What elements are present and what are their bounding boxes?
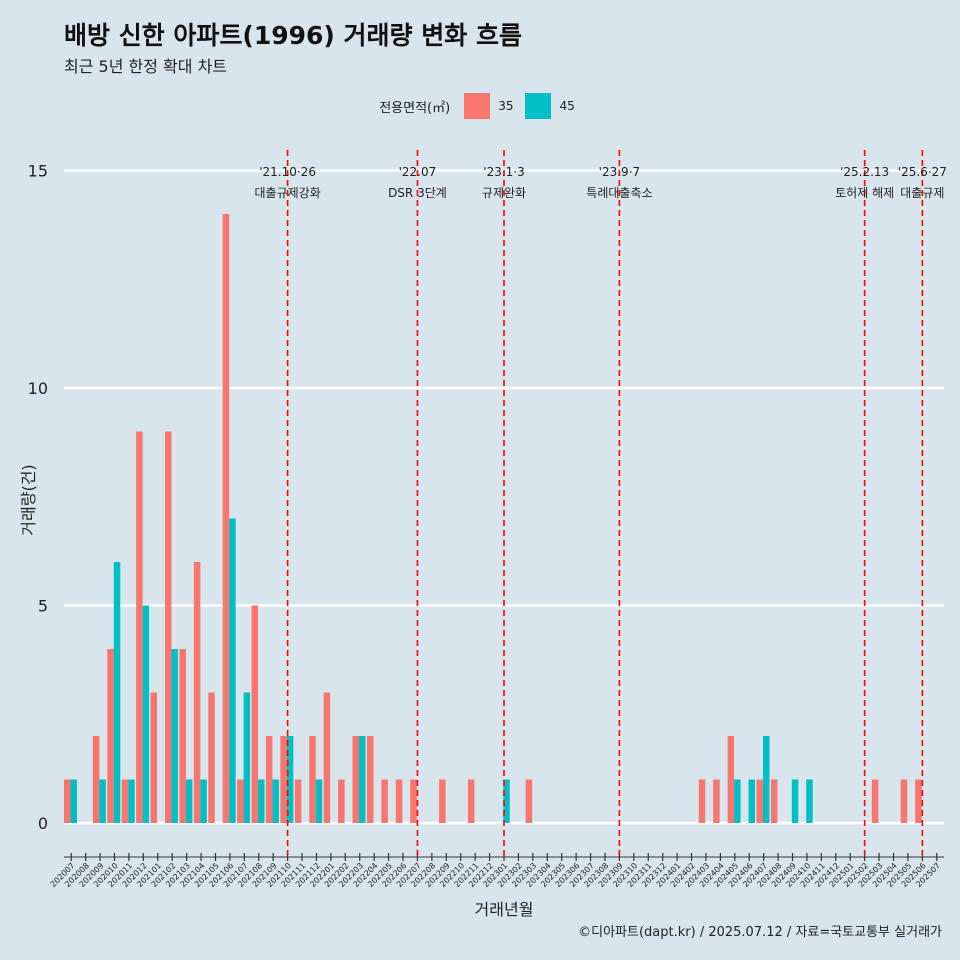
bar-45-202009: [99, 779, 106, 823]
event-date-202301: '23.1·3: [483, 165, 524, 179]
bar-35-202209: [439, 779, 446, 823]
bar-35-202405: [727, 736, 735, 823]
event-label-202502: 토허제 해제: [835, 186, 894, 200]
bar-35-202503: [871, 779, 879, 823]
event-label-202506: 대출규제: [900, 186, 944, 200]
bar-35-202109: [265, 736, 273, 823]
legend-item-45: 45: [525, 93, 580, 119]
bar-45-202010: [113, 562, 121, 823]
y-axis-title: 거래량(건): [19, 464, 38, 535]
bar-35-202103: [179, 649, 186, 823]
bar-35-202202: [338, 779, 345, 823]
bar-35-202201: [323, 692, 331, 823]
bar-35-202101: [150, 692, 158, 823]
bar-35-202011: [121, 779, 129, 823]
bar-35-202012: [136, 431, 143, 823]
bar-35-202211: [467, 779, 475, 823]
bar-45-202410: [806, 779, 813, 823]
y-tick-label-0: 0: [38, 814, 48, 833]
bar-35-202009: [92, 736, 100, 823]
y-tick-label-5: 5: [38, 597, 48, 616]
bar-45-202103: [185, 779, 193, 823]
legend-title: 전용면적(㎡): [379, 100, 451, 116]
legend-swatch-35: [464, 93, 491, 119]
chart-subtitle: 최근 5년 한정 확대 차트: [64, 57, 228, 76]
x-axis-title: 거래년월: [475, 900, 534, 919]
bar-35-202010: [107, 649, 114, 823]
bar-35-202404: [713, 779, 720, 823]
bar-45-202110: [286, 736, 294, 823]
bar-35-202204: [366, 736, 374, 823]
bar-35-202303: [525, 779, 533, 823]
legend: 전용면적(㎡) 35 45: [0, 93, 960, 119]
bar-35-202407: [756, 779, 763, 823]
bar-45-202108: [258, 779, 265, 823]
bar-35-202111: [294, 779, 302, 823]
bar-35-202505: [900, 779, 908, 823]
bar-35-202112: [309, 736, 316, 823]
bar-45-202007: [70, 779, 77, 823]
bar-45-202109: [272, 779, 279, 823]
legend-label-45: 45: [559, 99, 575, 113]
bar-45-202102: [171, 649, 178, 823]
event-label-202110: 대출규제강화: [254, 186, 320, 200]
bar-35-202203: [352, 736, 360, 823]
bar-45-202409: [791, 779, 799, 823]
bar-35-202108: [251, 605, 259, 823]
bar-35-202205: [381, 779, 388, 823]
bar-35-202206: [395, 779, 403, 823]
bar-35-202106: [222, 214, 230, 823]
event-label-202309: 특례대출축소: [586, 186, 652, 200]
bar-35-202110: [280, 736, 287, 823]
event-date-202207: '22.07: [399, 165, 437, 179]
bar-45-202301: [503, 779, 510, 823]
legend-label-35: 35: [498, 99, 514, 113]
bar-35-202207: [410, 779, 417, 823]
chart-title: 배방 신한 아파트(1996) 거래량 변화 흐름: [64, 21, 522, 50]
event-date-202110: '21.10·26: [259, 165, 316, 179]
bar-45-202203: [359, 736, 366, 823]
y-tick-label-10: 10: [28, 379, 48, 398]
source-caption: ©디아파트(dapt.kr) / 2025.07.12 / 자료=국토교통부 실…: [578, 925, 942, 940]
bar-45-202405: [734, 779, 741, 823]
bar-35-202408: [770, 779, 778, 823]
legend-swatch-45: [525, 93, 552, 119]
bar-45-202011: [128, 779, 135, 823]
bar-35-202107: [237, 779, 244, 823]
bar-45-202106: [229, 518, 236, 823]
bar-45-202406: [748, 779, 756, 823]
event-date-202502: '25.2.13: [840, 165, 889, 179]
event-date-202309: '23.9·7: [599, 165, 640, 179]
bar-35-202105: [208, 692, 215, 823]
bar-45-202012: [142, 605, 150, 823]
bar-45-202107: [243, 692, 251, 823]
bar-35-202007: [64, 779, 71, 823]
event-label-202301: 규제완화: [482, 186, 526, 200]
bar-45-202104: [200, 779, 207, 823]
bar-45-202112: [315, 779, 323, 823]
bar-35-202403: [698, 779, 706, 823]
legend-item-35: 35: [464, 93, 519, 119]
bar-35-202104: [193, 562, 201, 823]
bar-35-202102: [164, 431, 172, 823]
bar-45-202407: [762, 736, 770, 823]
event-date-202506: '25.6·27: [898, 165, 947, 179]
bar-35-202506: [915, 779, 922, 823]
event-label-202207: DSR 3단계: [388, 186, 447, 200]
y-tick-label-15: 15: [28, 162, 48, 181]
